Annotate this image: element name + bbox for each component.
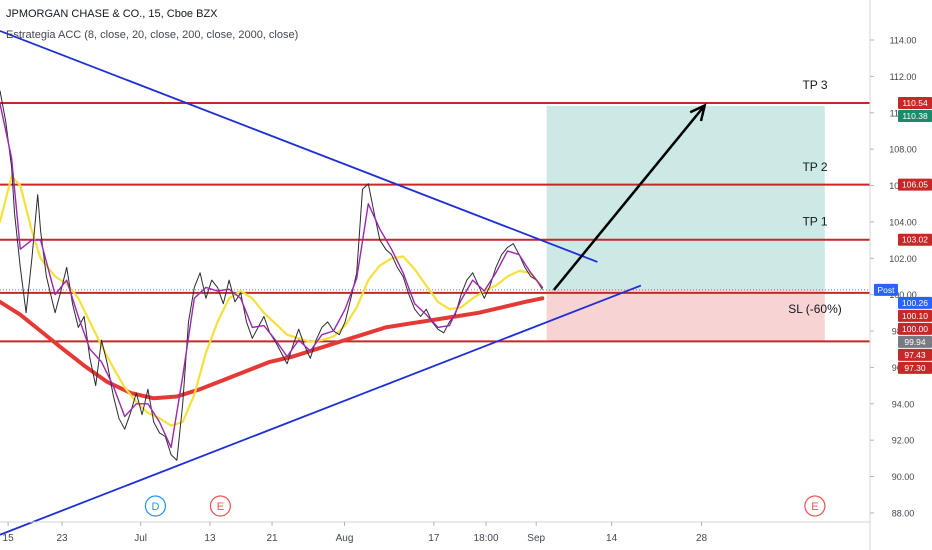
loss-zone [546,289,825,342]
price-badge: 97.30 [898,361,932,374]
series-ema-20 [0,175,544,427]
price-badge: 100.26 [898,296,932,309]
indicator-title: Estrategia ACC (8, close, 20, close, 200… [6,29,299,41]
x-tick-label: Jul [134,533,147,544]
event-marker-label-2: E [811,501,818,513]
price-badge-bg [898,296,932,309]
x-tick-label: Sep [527,533,545,544]
x-tick-label: 28 [696,533,708,544]
y-tick-label: 94.00 [892,399,915,409]
x-tick-label: 21 [266,533,278,544]
price-badge-bg [898,109,932,122]
price-badge-label: 100.10 [902,311,928,321]
event-marker-1[interactable] [209,495,231,517]
price-badge-label: 100.00 [902,324,928,334]
level-label-3: SL (-60%) [788,302,842,316]
y-tick-label: 104.00 [889,217,917,227]
price-badge: 100.10 [898,309,932,322]
event-marker-0[interactable] [144,495,167,517]
target-arrow-head [689,103,707,122]
level-label-1: TP 2 [802,160,827,174]
level-label-2: TP 1 [802,215,827,229]
price-badge-label: 110.38 [902,111,928,121]
y-tick-label: 114.00 [890,36,917,46]
price-badge: 97.43 [898,348,932,361]
y-tick-label: 108.00 [889,145,917,155]
series-ema-200 [0,296,545,401]
price-badge: Post [874,283,898,296]
y-tick-label: 112.00 [890,72,917,82]
price-badge: 99.94 [898,335,932,348]
y-tick-label: 88.00 [892,508,915,518]
price-badge-bg [898,178,932,191]
price-badge-label: 97.30 [904,363,926,373]
target-arrow[interactable] [552,104,706,291]
price-badge-bg [898,348,932,361]
indicator-legend: Estrategia ACC (8, close, 20, close, 200… [6,29,298,41]
price-badge-bg [898,309,932,322]
price-badge-label: Post [877,285,895,295]
price-badge-bg [874,283,898,296]
price-badge: 103.02 [898,233,932,246]
y-tick-label: 90.00 [892,472,915,482]
y-tick-label: 102.00 [889,254,917,264]
price-badge-label: 110.54 [902,98,928,108]
x-tick-label: Aug [336,533,354,544]
price-badge: 110.54 [898,96,932,109]
symbol-title: JPMORGAN CHASE & CO., 15, Cboe BZX [6,8,218,20]
symbol-legend: JPMORGAN CHASE & CO., 15, Cboe BZX [6,8,218,20]
event-marker-label-1: E [217,501,224,513]
price-badge-bg [898,335,932,348]
y-tick-label: 100.00 [889,290,917,300]
price-badge: 100.00 [898,322,932,335]
x-tick-label: 23 [56,533,68,544]
x-tick-label: 18:00 [474,533,499,544]
upper-trendline[interactable] [0,30,598,263]
price-axis[interactable] [870,0,932,550]
x-tick-label: 13 [204,533,216,544]
series-price [0,90,543,461]
x-tick-label: 14 [606,533,618,544]
price-badge-bg [898,96,932,109]
price-badge-label: 103.02 [902,235,928,245]
profit-zone [546,105,825,290]
price-badge-bg [898,233,932,246]
event-marker-2[interactable] [804,495,826,517]
price-badge: 106.05 [898,178,932,191]
x-tick-label: 17 [428,533,440,544]
lower-trendline[interactable] [0,284,642,536]
event-marker-label-0: D [151,501,159,513]
price-badge-label: 100.26 [902,298,928,308]
price-badge-bg [898,322,932,335]
series-ema-8 [0,102,543,449]
price-badge-bg [898,361,932,374]
price-badge: 110.38 [898,109,932,122]
price-badge-label: 106.05 [902,180,928,190]
y-tick-label: 92.00 [892,436,915,446]
level-label-0: TP 3 [802,78,827,92]
x-tick-label: 15 [3,533,15,544]
price-badge-label: 97.43 [904,350,926,360]
price-badge-label: 99.94 [904,337,926,347]
